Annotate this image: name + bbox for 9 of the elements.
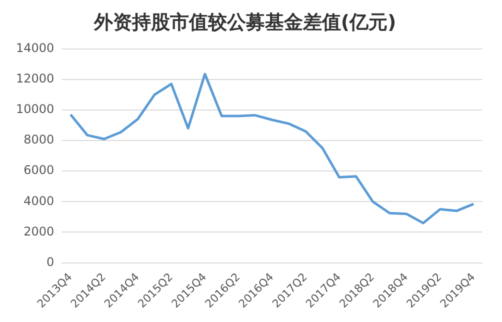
chart-title: 外资持股市值较公募基金差值(亿元)	[92, 11, 396, 34]
y-tick-label: 14000	[16, 40, 54, 55]
y-tick-label: 0	[46, 254, 54, 269]
y-tick-label: 4000	[24, 194, 54, 208]
y-tick-label: 10000	[16, 102, 54, 116]
y-tick-label: 6000	[24, 163, 54, 178]
y-tick-label: 8000	[24, 132, 54, 147]
y-tick-label: 2000	[24, 224, 54, 238]
y-tick-label: 12000	[16, 71, 54, 86]
